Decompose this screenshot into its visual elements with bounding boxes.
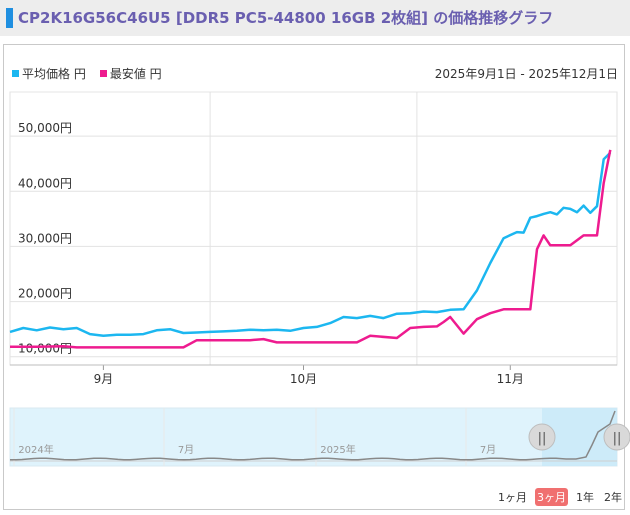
title-bar: CP2K16G56C46U5 [DDR5 PC5-44800 16GB 2枚組]…	[0, 0, 630, 36]
legend-swatch-avg	[12, 70, 19, 77]
y-tick-label: 30,000円	[18, 231, 72, 245]
navigator-left-handle-grip[interactable]: ||	[538, 431, 547, 446]
x-tick-label: 9月	[94, 372, 114, 386]
date-range: 2025年9月1日 - 2025年12月1日	[434, 67, 618, 81]
navigator-label: 7月	[178, 444, 194, 456]
range-2y-button[interactable]: 2年	[604, 491, 622, 504]
navigator-left-handle[interactable]	[528, 423, 556, 451]
navigator-label: 7月	[480, 444, 496, 456]
title-accent-bar	[6, 8, 13, 28]
y-tick-label: 10,000円	[18, 342, 72, 356]
navigator-label: 2024年	[18, 443, 53, 456]
y-tick-label: 40,000円	[18, 176, 72, 190]
legend-swatch-min	[99, 70, 107, 77]
range-selector: 1ヶ月 3ヶ月 1年 2年	[496, 488, 624, 506]
range-1m-button[interactable]: 1ヶ月	[498, 491, 527, 504]
y-tick-label: 20,000円	[18, 287, 72, 301]
plot-area	[9, 91, 618, 366]
chart-title: CP2K16G56C46U5 [DDR5 PC5-44800 16GB 2枚組]…	[18, 9, 554, 27]
series-line-lowest-price	[10, 149, 612, 349]
x-tick-label: 11月	[497, 372, 524, 386]
series-line-average-price	[9, 151, 612, 338]
legend-label-min: 最安値 円	[109, 67, 162, 81]
legend-label-avg: 平均価格 円	[22, 67, 86, 81]
legend-item-avg[interactable]: 平均価格 円	[12, 65, 86, 82]
navigator-overview-line	[9, 410, 616, 461]
navigator-right-handle[interactable]	[603, 423, 630, 451]
navigator-label: 2025年	[320, 443, 355, 456]
navigator-background	[9, 407, 618, 467]
range-1y-button[interactable]: 1年	[576, 491, 594, 504]
x-tick-label: 10月	[290, 372, 317, 386]
legend-item-min[interactable]: 最安値 円	[99, 65, 162, 82]
y-tick-label: 50,000円	[18, 121, 72, 135]
navigator-right-handle-grip[interactable]: ||	[613, 431, 622, 446]
legend: 平均価格 円 最安値 円	[12, 65, 176, 82]
range-3m-button[interactable]: 3ヶ月	[535, 488, 568, 506]
